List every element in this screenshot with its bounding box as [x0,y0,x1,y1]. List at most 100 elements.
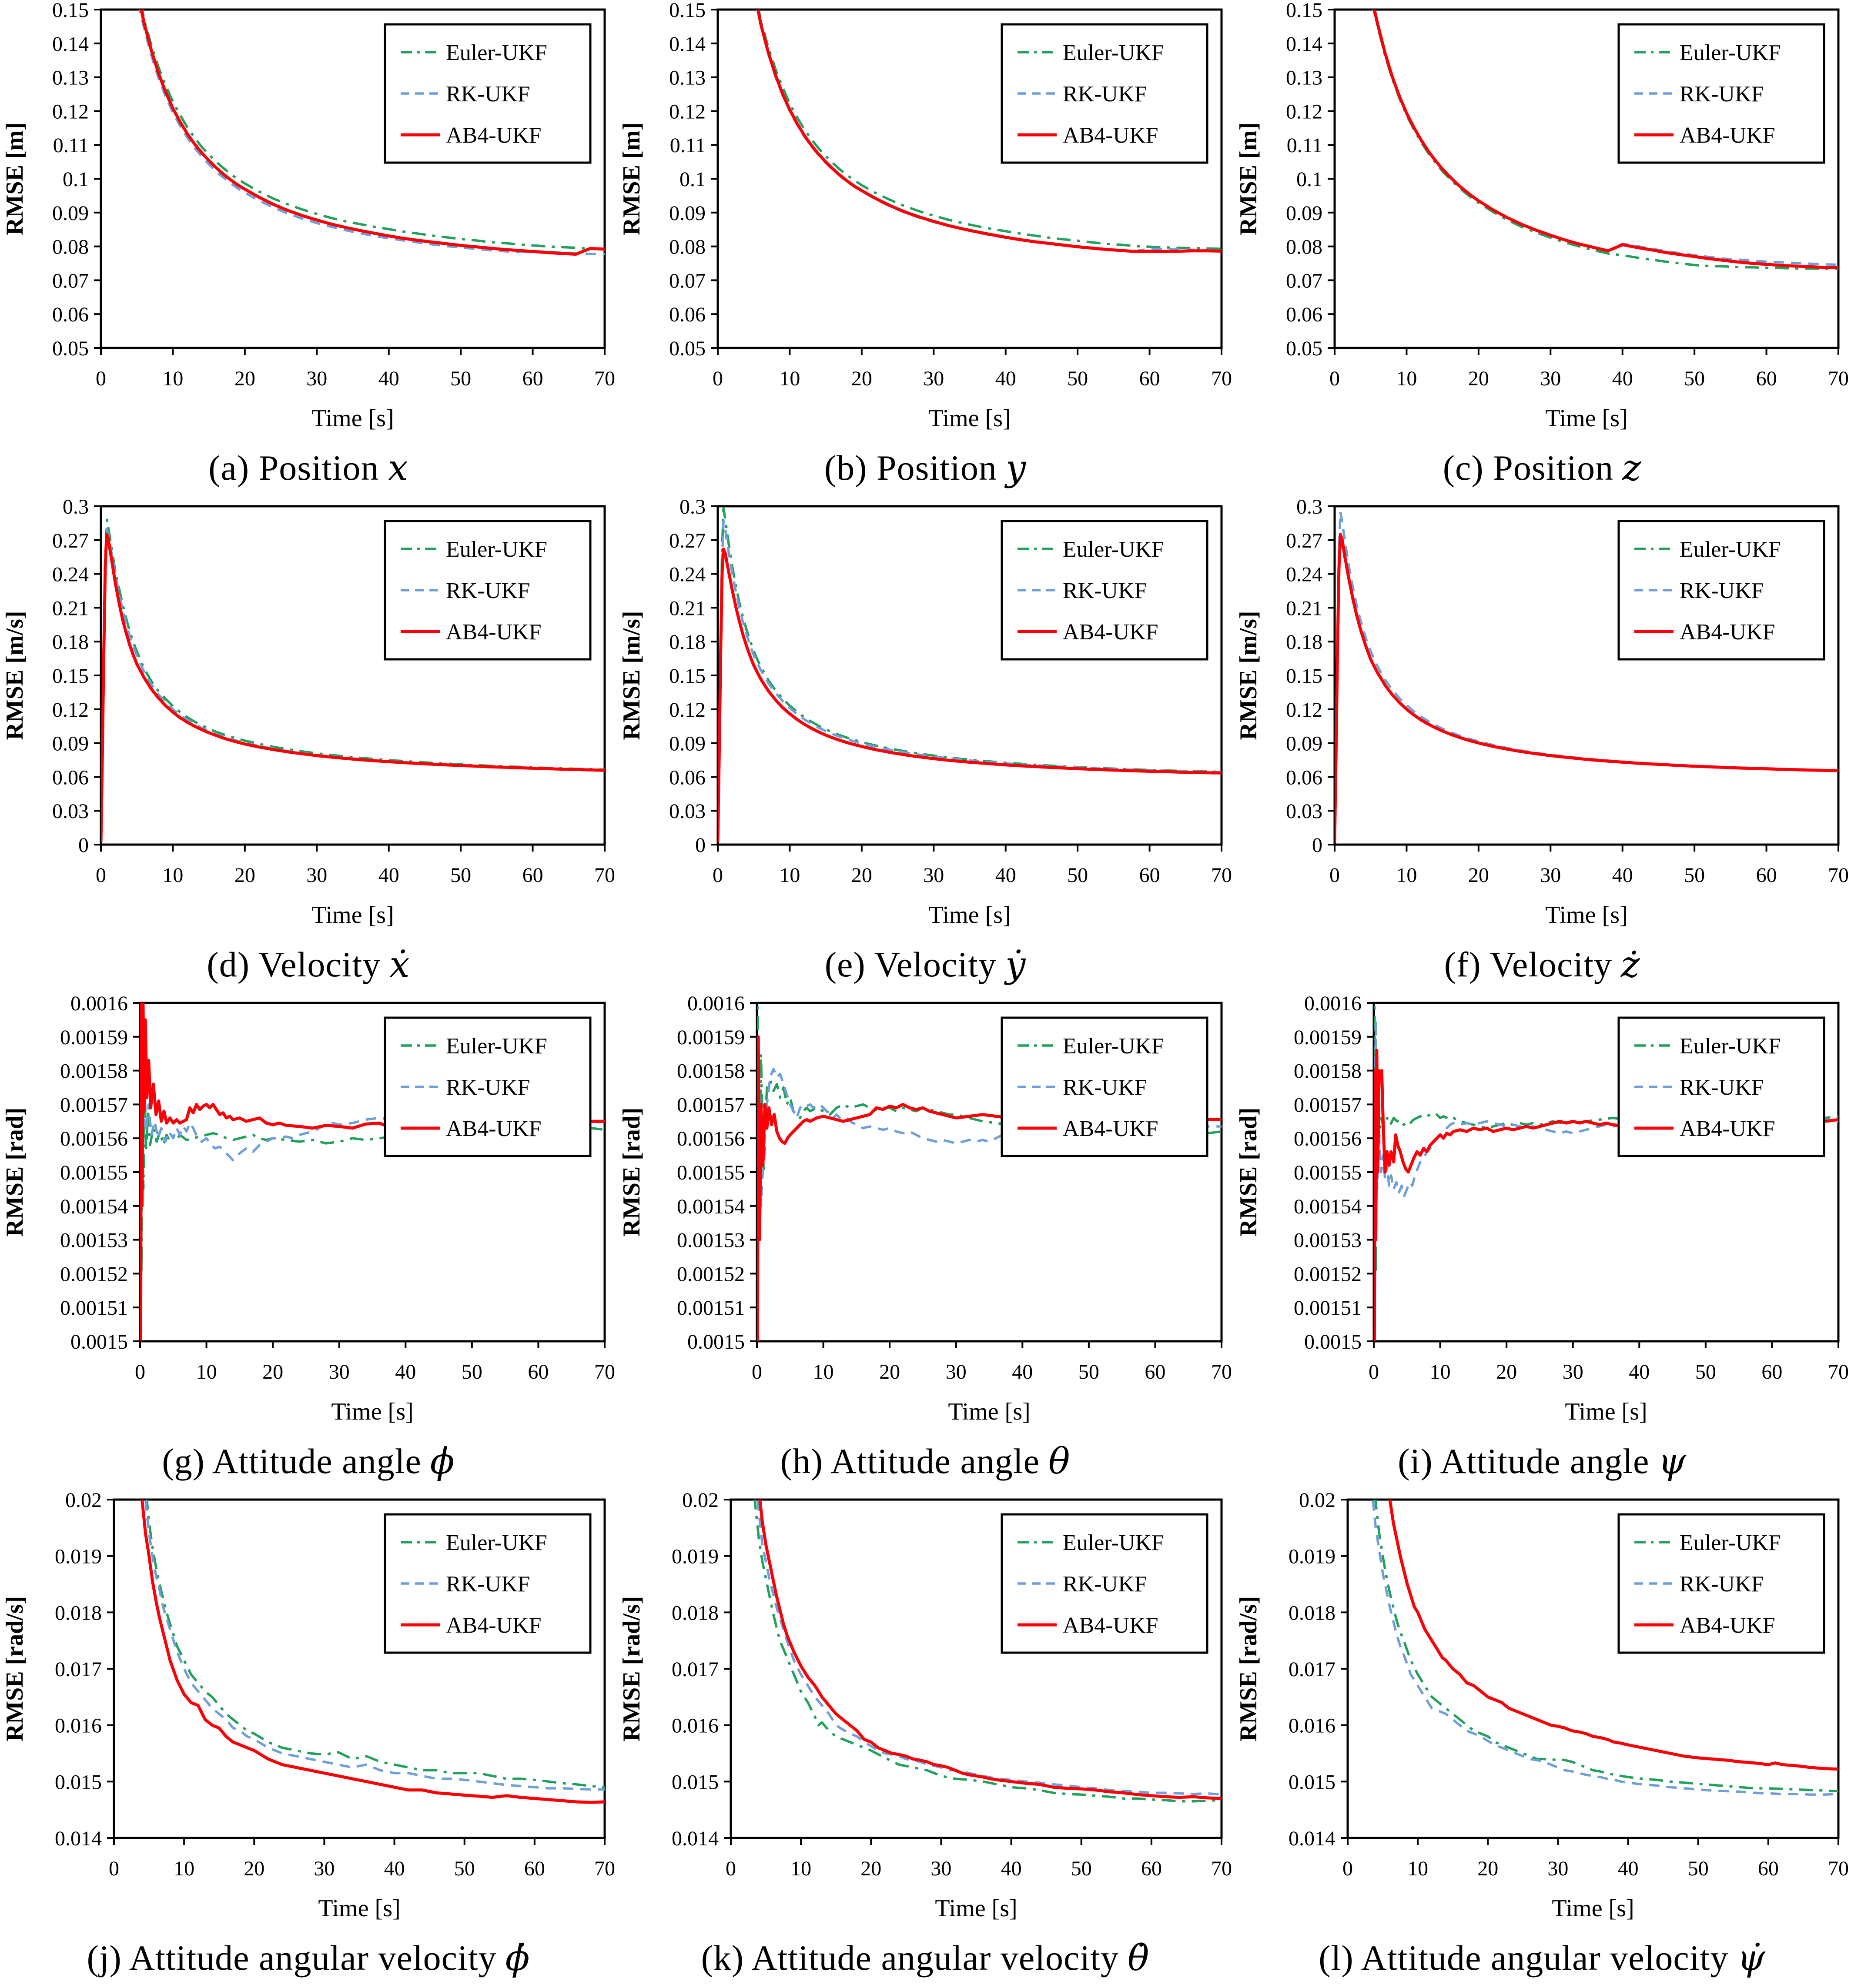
y-tick-label: 0.00156 [1294,1127,1362,1150]
x-tick-label: 20 [262,1360,283,1383]
series-line-ab4-ukf [140,1500,605,1804]
y-tick-label: 0.018 [1289,1601,1336,1624]
y-tick-label: 0.21 [669,597,706,620]
series-line-ab4-ukf [140,10,605,256]
chart-cell-h: 0.0015 0.00151 0.00152 0.00153 0.00154 0.0015… [617,993,1234,1490]
y-tick-label: 0.06 [1286,766,1322,789]
x-tick-label: 60 [1761,1360,1782,1383]
y-tick-label: 0.014 [55,1827,102,1850]
x-axis-title: Time [s] [928,902,1011,929]
caption-symbol: z [1622,447,1642,489]
legend-label-euler-ukf: Euler-UKF [446,537,547,562]
y-axis-title: RMSE [rad] [1,1107,28,1236]
legend: Euler-UKF RK-UKF AB4-UKF [1001,520,1208,661]
y-tick-label: 0.018 [55,1601,102,1624]
chart-caption: (c) Position z [1234,439,1851,497]
y-tick-label: 0.00156 [677,1127,745,1150]
legend-label-rk-ukf: RK-UKF [446,1572,530,1597]
x-tick-label: 60 [1756,864,1777,887]
x-tick-label: 0 [109,1857,119,1880]
x-tick-label: 70 [1211,1360,1232,1383]
y-tick-label: 0.00151 [677,1296,745,1320]
x-tick-label: 20 [1496,1360,1517,1383]
x-tick-label: 40 [1012,1360,1033,1383]
x-tick-label: 30 [923,864,944,887]
legend-label-rk-ukf: RK-UKF [446,578,530,603]
legend-label-ab4-ukf: AB4-UKF [1680,1613,1775,1638]
y-tick-label: 0.09 [52,202,89,225]
legend: Euler-UKF RK-UKF AB4-UKF [1001,1513,1208,1654]
x-tick-label: 50 [450,367,471,390]
chart-i: 0.0015 0.00151 0.00152 0.00153 0.00154 0.0015… [1235,993,1849,1425]
y-tick-label: 0.0015 [1304,1330,1362,1353]
x-tick-label: 20 [1468,367,1489,390]
y-tick-label: 0.017 [672,1658,719,1681]
y-tick-label: 0.12 [52,100,89,123]
y-tick-label: 0.019 [1289,1545,1336,1568]
chart-h: 0.0015 0.00151 0.00152 0.00153 0.00154 0.0015… [618,993,1232,1425]
y-tick-label: 0.18 [1286,631,1322,654]
legend-label-euler-ukf: Euler-UKF [446,1034,547,1059]
x-tick-label: 50 [1695,1360,1716,1383]
y-tick-label: 0.00155 [677,1161,745,1184]
y-tick-label: 0.00158 [60,1060,128,1083]
x-tick-label: 60 [1139,864,1160,887]
x-tick-label: 40 [378,864,399,887]
legend-label-euler-ukf: Euler-UKF [446,1530,547,1555]
y-tick-label: 0.24 [1286,563,1322,586]
x-tick-label: 70 [1828,367,1849,390]
y-tick-label: 0.13 [1286,67,1322,90]
y-tick-label: 0.03 [52,800,89,823]
x-tick-label: 70 [594,1857,615,1880]
y-tick-label: 0.016 [55,1714,102,1737]
x-tick-label: 0 [135,1360,145,1383]
y-axis-title: RMSE [m/s] [1235,611,1262,740]
y-tick-label: 0 [1312,834,1322,857]
x-tick-label: 0 [1369,1360,1379,1383]
legend: Euler-UKF RK-UKF AB4-UKF [1001,1016,1208,1157]
y-tick-label: 0.1 [1296,168,1322,191]
y-tick-label: 0.00151 [60,1296,128,1320]
y-tick-label: 0.09 [669,732,706,755]
series-group [1372,1500,1838,1796]
y-tick-label: 0.03 [1286,800,1322,823]
x-tick-label: 0 [752,1360,762,1383]
legend: Euler-UKF RK-UKF AB4-UKF [384,520,592,661]
x-tick-label: 70 [1828,1857,1849,1880]
y-tick-label: 0.017 [1289,1658,1336,1681]
y-tick-label: 0.017 [55,1658,102,1681]
caption-text: (f) Velocity [1444,945,1612,984]
legend-label-ab4-ukf: AB4-UKF [1063,620,1158,645]
y-tick-label: 0.15 [1286,0,1322,22]
x-tick-label: 40 [1612,367,1633,390]
series-line-rk-ukf [138,10,605,256]
x-tick-label: 10 [779,864,800,887]
caption-text: (h) Attitude angle [780,1441,1040,1481]
chart-caption: (f) Velocity ż [1234,936,1851,993]
y-tick-label: 0.016 [1289,1714,1336,1737]
y-tick-label: 0 [78,834,89,857]
x-axis-title: Time [s] [311,902,394,929]
x-tick-label: 70 [1211,1857,1232,1880]
y-tick-label: 0.00159 [60,1026,128,1049]
series-group [1335,511,1838,842]
x-tick-label: 70 [1211,864,1232,887]
series-line-ab4-ukf [1372,10,1838,270]
x-tick-label: 0 [713,864,723,887]
y-tick-label: 0.15 [669,665,706,688]
y-axis-title: RMSE [m/s] [1,611,28,740]
y-tick-label: 0.06 [669,766,706,789]
series-line-rk-ukf [756,1500,1222,1796]
x-tick-label: 50 [1078,1360,1099,1383]
legend-label-ab4-ukf: AB4-UKF [1680,1116,1775,1141]
x-tick-label: 60 [522,367,543,390]
chart-caption: (b) Position y [617,439,1234,497]
x-tick-label: 50 [462,1360,482,1383]
series-line-ab4-ukf [756,10,1222,253]
x-tick-label: 30 [314,1857,335,1880]
legend: Euler-UKF RK-UKF AB4-UKF [1617,1016,1825,1157]
chart-cell-c: 0.05 0.06 0.07 0.08 0.09 0.1 0.11 0.12 0.13 0.14 0… [1234,0,1851,497]
x-axis-title: Time [s] [928,405,1011,432]
plot-area [1346,1498,1840,1839]
y-tick-label: 0.08 [669,236,706,259]
